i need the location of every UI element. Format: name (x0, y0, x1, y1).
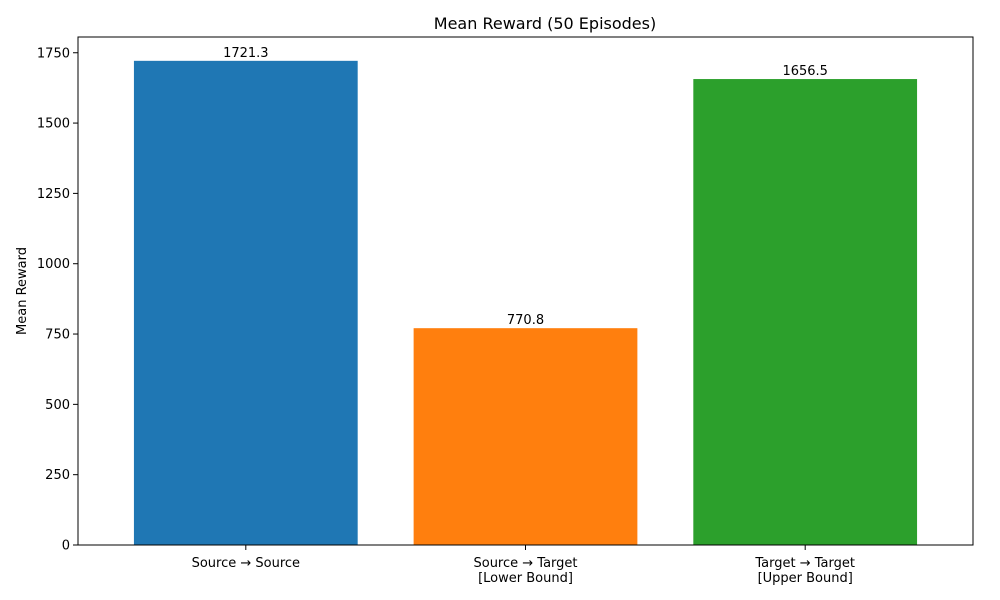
bar-value-label: 1656.5 (782, 64, 828, 79)
bar-value-label: 770.8 (507, 313, 544, 328)
bars-group: 1721.3 770.8 1656.5 (133, 46, 918, 546)
bar (133, 60, 358, 546)
x-ticks-group: Source → Source Source → Target[Lower Bou… (192, 545, 855, 586)
x-tick-label: [Upper Bound] (758, 571, 853, 586)
y-tick-label: 0 (62, 539, 70, 554)
y-tick-label: 750 (45, 328, 70, 343)
plot-frame (77, 36, 974, 546)
x-tick-label: [Lower Bound] (478, 571, 573, 586)
bar-value-label: 1721.3 (223, 46, 269, 61)
y-tick-label: 1250 (37, 187, 70, 202)
y-axis-label: Mean Reward (15, 247, 30, 335)
x-tick-label: Target → Target (754, 556, 855, 571)
y-tick-label: 1000 (37, 257, 70, 272)
x-tick-label: Source → Target (473, 556, 577, 571)
bar (413, 328, 638, 545)
y-tick-label: 250 (45, 468, 70, 483)
chart-title: Mean Reward (50 Episodes) (434, 14, 656, 33)
y-tick-label: 1750 (37, 46, 70, 61)
x-tick-label: Source → Source (192, 556, 300, 571)
y-tick-label: 500 (45, 398, 70, 413)
y-tick-label: 1500 (37, 117, 70, 132)
y-ticks-group: 0 250 500 750 1000 1250 1500 1750 (37, 46, 78, 554)
bar (693, 79, 918, 545)
